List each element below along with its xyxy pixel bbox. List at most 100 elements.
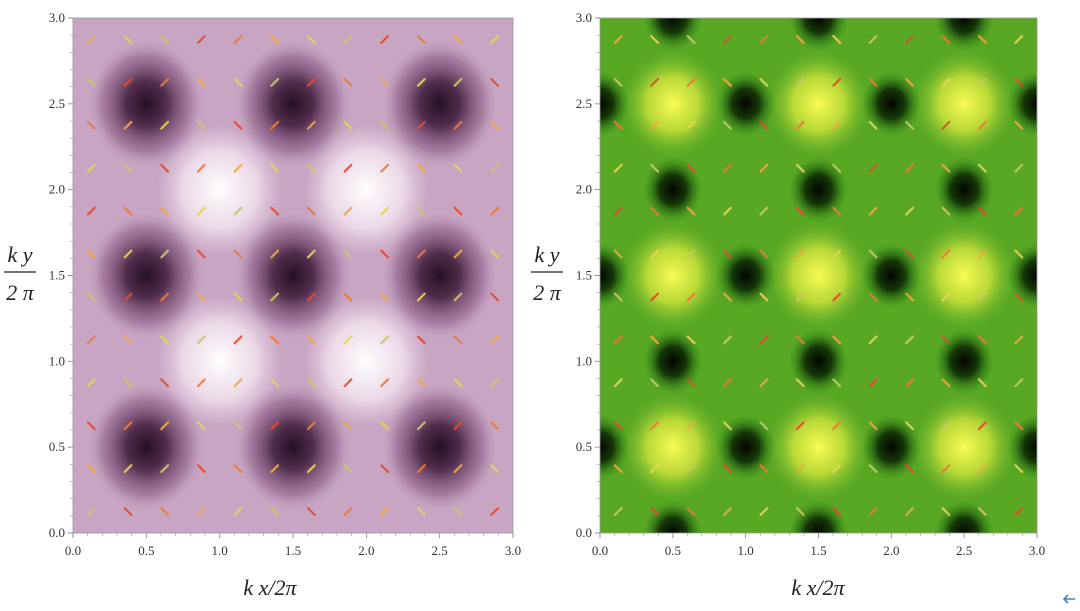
vector-arrow [306, 378, 316, 388]
vector-arrow [380, 335, 390, 345]
vector-arrow [453, 378, 463, 388]
vector-arrow [123, 206, 133, 216]
vector-arrow [795, 421, 805, 431]
vector-arrow [723, 421, 732, 431]
vector-arrow [380, 77, 390, 87]
vector-arrow [306, 206, 316, 216]
vector-arrow [306, 77, 316, 87]
vector-arrow [977, 464, 987, 474]
heatmap-minimum [235, 40, 351, 168]
vector-arrow [453, 335, 463, 345]
vector-arrow [1014, 77, 1024, 87]
y-axis-label-denominator: 2 π [6, 280, 35, 305]
vector-arrow [723, 163, 732, 173]
vector-arrow [941, 507, 951, 516]
vector-arrow [86, 335, 96, 345]
x-tick-label: 2.0 [358, 543, 374, 558]
vector-arrow [343, 35, 353, 44]
vector-arrow [905, 335, 914, 345]
y-tick-label: 0.5 [576, 439, 592, 454]
vector-arrow [380, 206, 390, 216]
vector-arrow [160, 77, 170, 87]
vector-arrow [650, 163, 660, 173]
vector-arrow [1014, 464, 1024, 474]
vector-arrow [613, 335, 623, 345]
vector-arrow [795, 249, 805, 259]
vector-arrow [723, 378, 732, 388]
vector-arrow [832, 77, 842, 87]
x-tick-label: 2.5 [432, 543, 448, 558]
vector-arrow [416, 77, 426, 87]
vector-arrow [977, 292, 987, 302]
vector-arrow [380, 249, 390, 259]
vector-arrow [868, 77, 878, 87]
vector-arrow [490, 378, 500, 388]
vector-arrow [270, 35, 280, 44]
heatmap-minimum [715, 414, 776, 481]
vector-arrow [160, 378, 170, 388]
vector-arrow [490, 120, 500, 130]
vector-arrow [868, 249, 878, 259]
vector-arrow [490, 77, 500, 87]
vector-arrow [233, 421, 243, 431]
vector-arrow [453, 35, 463, 44]
heatmap-maximum [620, 392, 725, 502]
vector-arrow [453, 249, 463, 259]
vector-arrow [905, 120, 914, 130]
vector-arrow [686, 378, 696, 388]
vector-arrow [196, 163, 206, 173]
vector-arrow [832, 35, 842, 44]
vector-arrow [759, 507, 769, 516]
vector-arrow [270, 507, 280, 516]
x-tick-label: 2.5 [956, 543, 972, 558]
vector-arrow [1014, 292, 1024, 302]
vector-arrow [723, 120, 732, 130]
vector-arrow [270, 335, 280, 345]
heatmap-maximum [157, 124, 282, 255]
heatmap-maximum [304, 124, 429, 255]
vector-arrow [686, 120, 696, 130]
vector-arrow [613, 464, 623, 474]
right-chart: 0.00.0 0.5 0.5 1.0 1.0 1.5 1.5 2.0 2.0 2.5 2.5 3.0 3… [531, 10, 1045, 600]
vector-arrow [306, 335, 316, 345]
vector-arrow [416, 335, 426, 345]
vector-arrow [613, 77, 623, 87]
y-tick-label: 0.5 [49, 439, 65, 454]
vector-arrow [759, 335, 769, 345]
vector-arrow [686, 507, 696, 516]
vector-arrow [343, 249, 353, 259]
vector-arrow [233, 292, 243, 302]
vector-arrow [86, 163, 96, 173]
vector-arrow [86, 378, 96, 388]
back-arrow-icon[interactable] [1062, 593, 1076, 605]
vector-arrow [1014, 35, 1024, 44]
x-tick-label: 3.0 [1029, 543, 1045, 558]
vector-arrow [416, 35, 426, 44]
vector-arrow [941, 35, 951, 44]
vector-arrow [123, 464, 133, 474]
vector-arrow [270, 163, 280, 173]
vector-arrow [723, 464, 732, 474]
vector-arrow [1014, 421, 1024, 431]
vector-arrow [905, 292, 914, 302]
vector-arrow [306, 249, 316, 259]
vector-arrow [270, 120, 280, 130]
heatmap-maximum [766, 392, 871, 502]
vector-arrow [795, 507, 805, 516]
vector-arrow [233, 35, 243, 44]
vector-arrow [453, 120, 463, 130]
vector-arrow [233, 464, 243, 474]
vector-arrow [650, 120, 660, 130]
vector-arrow [123, 120, 133, 130]
vector-arrow [832, 120, 842, 130]
vector-arrow [759, 292, 769, 302]
vector-arrow [832, 206, 842, 216]
vector-arrow [123, 163, 133, 173]
vector-arrow [686, 335, 696, 345]
vector-arrow [795, 77, 805, 87]
x-tick-label: 0.0 [592, 543, 608, 558]
vector-arrow [86, 77, 96, 87]
heatmap-minimum [934, 328, 995, 395]
vector-arrow [759, 120, 769, 130]
vector-arrow [416, 464, 426, 474]
